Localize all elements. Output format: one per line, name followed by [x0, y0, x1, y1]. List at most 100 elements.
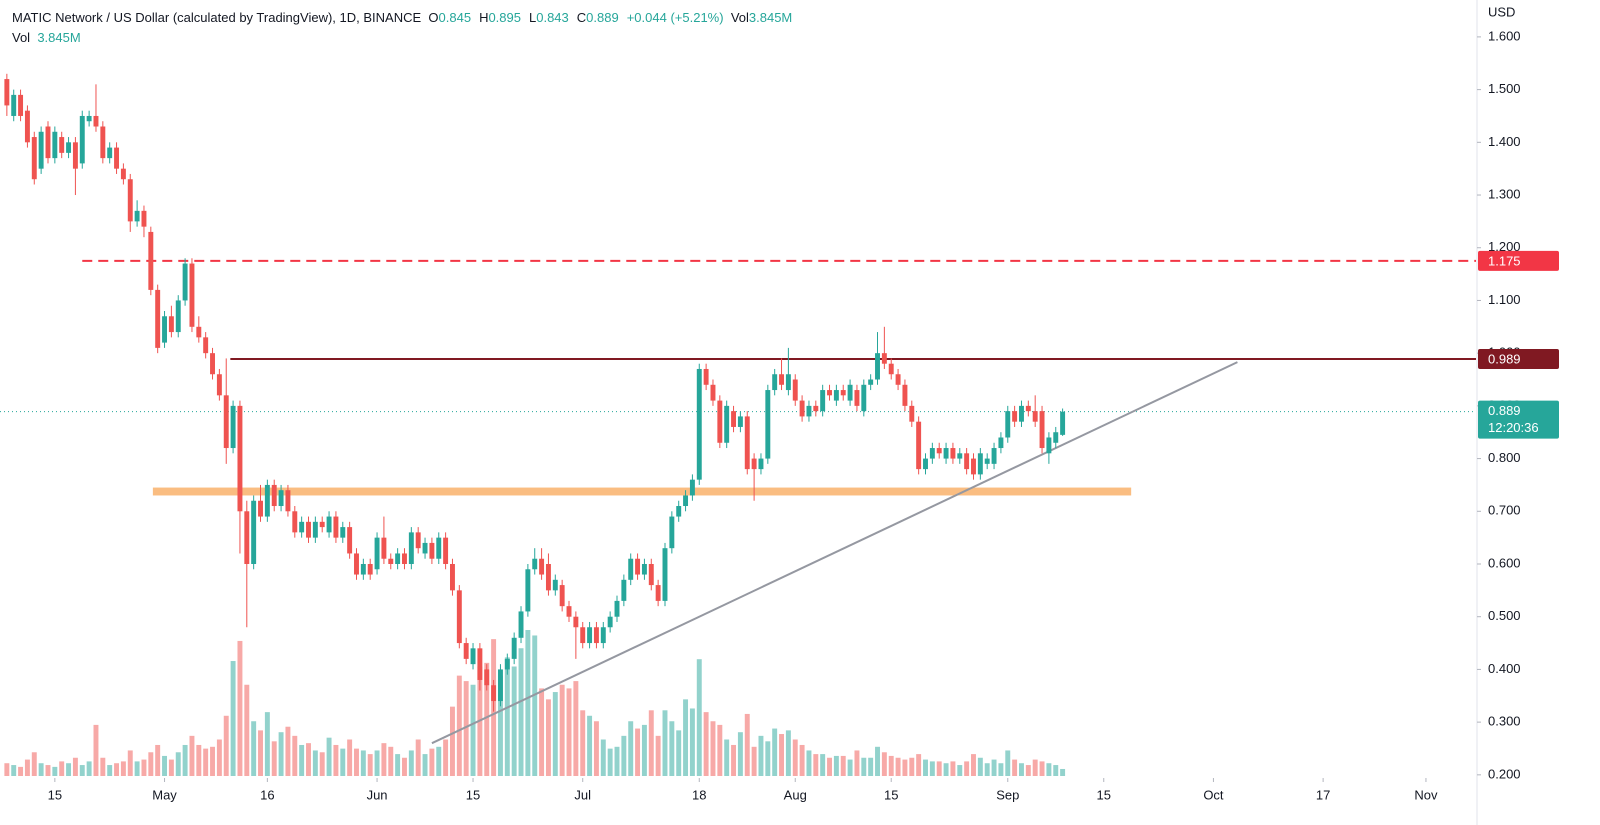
volume-bar	[1005, 750, 1011, 776]
volume-bar	[223, 715, 229, 776]
x-tick-label: May	[152, 787, 177, 802]
volume-bar	[189, 735, 195, 776]
volume-bar	[916, 754, 922, 776]
volume-bar	[354, 748, 359, 776]
candle-body	[31, 137, 37, 180]
ohlc-value: 0.889	[586, 10, 619, 25]
price-tag	[1478, 250, 1559, 271]
price-tag-label: 0.989	[1488, 351, 1521, 366]
header-line: MATIC Network / US Dollar (calculated by…	[12, 8, 792, 28]
volume-bar	[449, 706, 455, 776]
candle-body	[655, 585, 661, 601]
volume-bar	[463, 681, 469, 776]
x-tick-label: 15	[48, 787, 62, 802]
candle-body	[600, 627, 606, 644]
candle-body	[648, 563, 654, 586]
x-tick-label: 17	[1316, 787, 1330, 802]
candle-body	[888, 363, 894, 375]
candle-body	[443, 537, 449, 564]
x-tick-label: Jun	[367, 787, 388, 802]
volume-bar	[408, 750, 414, 776]
candle-body	[964, 453, 970, 470]
price-tag	[1478, 348, 1559, 369]
volume-bar	[360, 750, 366, 776]
volume-bar	[347, 739, 353, 776]
volume-bar	[1019, 763, 1024, 776]
volume-bar	[299, 744, 305, 776]
candle-body	[216, 374, 222, 396]
candle-body	[292, 511, 298, 533]
volume-bar	[799, 744, 805, 776]
candle-body	[977, 453, 983, 475]
candle-body	[285, 490, 291, 512]
volume-bar	[895, 757, 901, 776]
volume-bar	[861, 757, 867, 776]
volume-bar	[868, 757, 874, 776]
volume-bar	[429, 748, 435, 776]
candle-body	[971, 458, 976, 475]
volume-bar	[847, 759, 853, 776]
volume-bar	[902, 759, 908, 776]
volume-bar	[827, 757, 832, 776]
volume-bar	[93, 724, 99, 776]
candle-body	[827, 390, 832, 396]
volume-bar	[196, 744, 202, 776]
volume-bar	[59, 761, 65, 776]
volume-bar	[251, 721, 257, 776]
candle-body	[1032, 411, 1038, 422]
candle-body	[484, 669, 490, 686]
volume-bar	[724, 739, 730, 776]
volume-bar	[737, 732, 743, 776]
volume-bar	[539, 688, 545, 776]
volume-bar	[552, 692, 558, 776]
y-tick-label: 1.300	[1488, 186, 1521, 201]
candle-body	[1012, 411, 1018, 422]
volume-bar	[24, 759, 30, 776]
candle-body	[950, 448, 956, 459]
volume-bar	[319, 752, 325, 776]
volume-bar	[785, 730, 791, 776]
volume-bar	[587, 715, 593, 776]
candle-body	[1005, 411, 1011, 438]
x-tick-label: 15	[466, 787, 480, 802]
candle-body	[456, 590, 462, 644]
volume-bar	[388, 746, 394, 776]
ohlc-value: 0.895	[488, 10, 521, 25]
candle-body	[861, 384, 867, 412]
candle-body	[936, 448, 942, 454]
candle-body	[223, 395, 229, 449]
candle-body	[422, 542, 428, 554]
volume-bar	[52, 766, 58, 776]
volume-bar	[340, 748, 346, 776]
volume-bar	[306, 743, 311, 776]
candle-body	[395, 553, 401, 564]
volume-bar	[79, 765, 85, 776]
volume-bar	[703, 712, 709, 776]
candle-body	[4, 79, 10, 106]
volume-bar	[497, 675, 503, 776]
volume-bar	[216, 739, 222, 776]
y-tick-label: 0.700	[1488, 503, 1521, 518]
volume-bar	[607, 748, 613, 776]
volume-bar	[72, 757, 78, 776]
candle-body	[984, 458, 990, 464]
candle-body	[559, 585, 565, 607]
candle-body	[731, 411, 737, 427]
x-tick-label: Nov	[1414, 787, 1438, 802]
candle-body	[251, 500, 257, 564]
candle-body	[923, 458, 928, 470]
candle-body	[532, 558, 538, 570]
candle-body	[66, 142, 72, 153]
candle-body	[1046, 437, 1052, 454]
candle-body	[573, 616, 579, 628]
x-tick-label: 16	[260, 787, 274, 802]
candle-body	[799, 400, 805, 417]
candle-body	[902, 384, 908, 406]
candle-body	[909, 405, 915, 422]
candle-body	[175, 300, 181, 333]
volume-bar	[271, 741, 277, 776]
volume-bar	[244, 684, 250, 776]
volume-bar	[456, 675, 462, 776]
volume-bar	[929, 761, 935, 776]
volume-bar	[114, 763, 120, 776]
